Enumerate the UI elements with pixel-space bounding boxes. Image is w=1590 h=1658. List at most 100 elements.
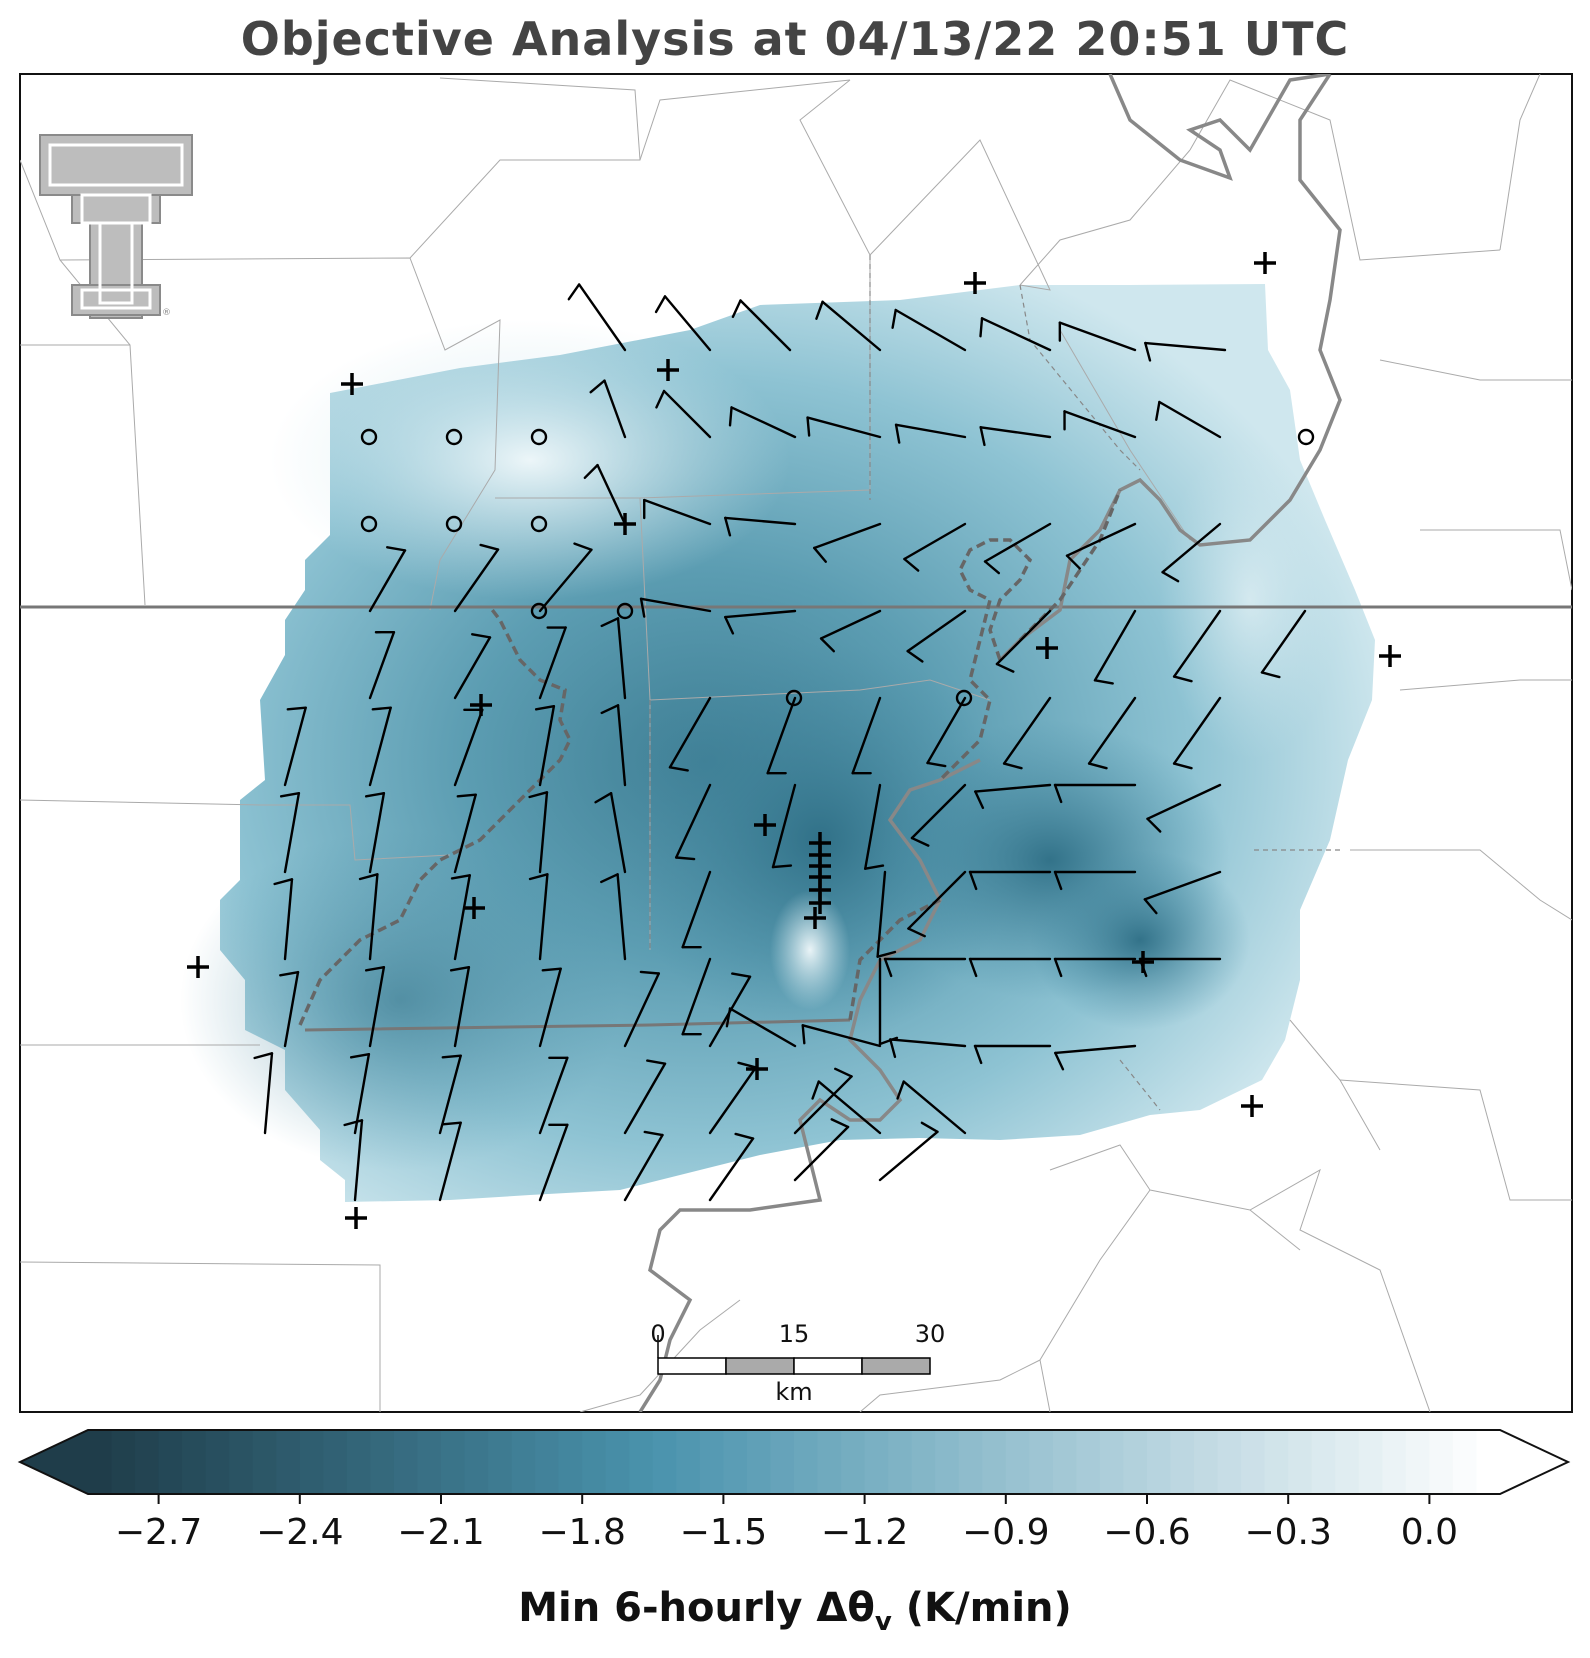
colorbar-cell	[629, 1430, 654, 1494]
wind-barb	[343, 1119, 364, 1202]
wind-barb-flag	[896, 1080, 905, 1100]
wind-barb-flag	[286, 706, 307, 711]
wind-barb	[589, 379, 627, 439]
wind-barb-staff	[283, 878, 294, 961]
wind-barb-staff	[1146, 783, 1222, 821]
wind-barb	[708, 1132, 755, 1202]
wind-barb	[725, 1007, 797, 1048]
wind-barb-staff	[1161, 522, 1222, 574]
wind-barb-staff	[639, 597, 712, 613]
wind-barb	[813, 522, 882, 563]
colorbar-cell	[158, 1430, 183, 1494]
wind-barb-staff	[263, 1052, 274, 1135]
wind-barb	[876, 870, 897, 958]
wind-barb-staff	[851, 696, 882, 775]
wind-barb-staff	[1058, 321, 1137, 352]
wind-barb-flag	[349, 1053, 371, 1059]
wind-barb-flag	[371, 706, 392, 711]
colorbar-tick-label: −1.5	[679, 1512, 768, 1553]
wind-barb	[979, 426, 1052, 447]
wind-barb-flag	[364, 792, 386, 798]
state-line	[20, 605, 1572, 1032]
colorbar-cell	[323, 1430, 348, 1494]
wind-barb	[623, 1130, 664, 1202]
wind-barb-flag	[973, 1044, 983, 1065]
wind-barb-flag	[894, 423, 901, 444]
calm-circle	[445, 515, 463, 533]
wind-barb-flag	[449, 966, 471, 972]
wind-barb	[889, 1038, 967, 1059]
wind-barb-staff	[368, 873, 379, 961]
wind-barb-flag	[1144, 341, 1152, 362]
wind-barb-flag	[725, 1007, 732, 1028]
wind-barb-flag	[1146, 817, 1162, 833]
wind-barb	[594, 792, 627, 874]
wind-barb-flag	[813, 546, 828, 563]
wind-barb	[806, 416, 882, 439]
wind-barb-flag	[864, 864, 885, 870]
wind-barb	[453, 793, 477, 874]
wind-barb	[766, 696, 797, 775]
wind-barb-flag	[279, 970, 300, 977]
colorbar-cell	[1005, 1430, 1030, 1494]
wind-barb-staff	[438, 1054, 462, 1135]
wind-barb	[793, 1067, 853, 1135]
colorbar-cell	[1264, 1430, 1289, 1494]
colorbar-cell	[229, 1430, 254, 1494]
wind-barb-flag	[646, 1059, 667, 1065]
wind-barb-flag	[573, 542, 593, 551]
calm-circle	[360, 428, 378, 446]
calm-circle	[616, 602, 634, 620]
wind-barb	[974, 783, 1052, 810]
wind-barb	[655, 389, 712, 439]
wind-barb-staff	[368, 966, 386, 1048]
wind-barb	[1063, 410, 1137, 439]
wind-barb-staff	[538, 705, 556, 787]
colorbar-outline	[17, 1429, 1571, 1495]
colorbar-cell	[1076, 1430, 1101, 1494]
wind-barb-staff	[453, 793, 477, 874]
wind-barb	[639, 597, 712, 618]
wind-barb-staff	[453, 548, 500, 613]
wind-barb-staff	[538, 1123, 569, 1202]
wind-barb-staff	[889, 1038, 967, 1048]
wind-barb-flag	[479, 543, 500, 551]
wind-barb-staff	[681, 870, 712, 949]
wind-barb-staff	[821, 300, 882, 352]
wind-barb	[910, 783, 967, 847]
wind-barb-flag	[528, 791, 549, 799]
wind-barb-staff	[739, 299, 792, 352]
wind-barb-staff	[623, 972, 661, 1048]
wind-barb-staff	[538, 1056, 569, 1135]
wind-barb-flag	[600, 617, 620, 628]
wind-barb	[728, 406, 797, 439]
wind-barb-staff	[353, 1119, 364, 1202]
wind-barb	[708, 1061, 758, 1135]
colorbar-tick-label: −0.3	[1244, 1512, 1332, 1553]
wind-barb	[534, 705, 556, 787]
wind-barb-staff	[596, 463, 627, 526]
wind-barb	[1053, 870, 1137, 891]
station-markers	[187, 252, 1401, 1229]
wind-barb	[364, 966, 386, 1048]
wind-barb-flag	[1065, 554, 1081, 570]
wind-barb-staff	[623, 1062, 667, 1135]
wind-barb	[926, 696, 967, 768]
wind-barb-staff	[616, 617, 627, 700]
colorbar-cell	[982, 1430, 1007, 1494]
wind-barb	[1093, 609, 1137, 685]
colorbar-cell	[535, 1430, 560, 1494]
wind-barb	[983, 522, 1052, 575]
wind-barb-flag	[811, 1080, 820, 1100]
colorbar-cell	[911, 1430, 936, 1494]
wind-barb-staff	[681, 957, 712, 1036]
wind-barb-staff	[577, 283, 627, 352]
wind-barb	[368, 546, 407, 613]
wind-barb-flag	[910, 836, 930, 847]
wind-barb-staff	[609, 792, 627, 874]
dashed-boundaries	[649, 255, 1340, 1111]
wind-barb	[883, 957, 967, 978]
colorbar-cell	[182, 1430, 207, 1494]
wind-barb	[453, 543, 500, 613]
